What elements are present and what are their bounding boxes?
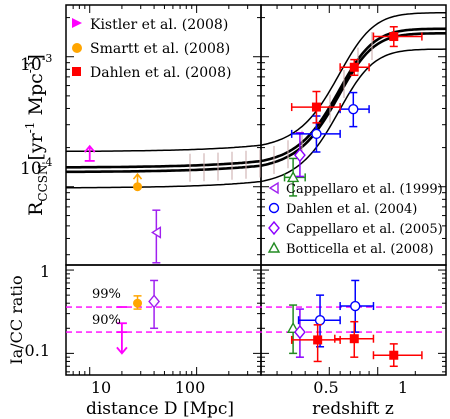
y-tick-ratio-1: 1 bbox=[40, 262, 50, 281]
legend-dahlen08-marker bbox=[72, 67, 81, 76]
axis-ticks bbox=[65, 5, 447, 375]
model-band bbox=[65, 12, 447, 189]
point-cappellaro-et-al-2005--0-shape bbox=[294, 148, 306, 163]
point-dahlen-et-al-2008--0 bbox=[313, 335, 323, 345]
legend-smartt-marker bbox=[72, 43, 82, 53]
model-curve-lower bbox=[66, 48, 446, 189]
point-smartt-et-al-2008--0 bbox=[133, 182, 143, 192]
point-dahlen-et-al-2008--1 bbox=[349, 62, 359, 72]
point-cappellaro-et-al-2005--0 bbox=[294, 148, 306, 163]
y-axis-title-ratio: Ia/CC ratio bbox=[7, 275, 26, 364]
annotation-90-percent: 90% bbox=[92, 313, 121, 328]
y-title-unit-close: ] bbox=[25, 54, 47, 61]
point-dahlen-et-al-2008--2-shape bbox=[389, 350, 399, 360]
point-dahlen-et-al-2008--0-shape bbox=[313, 335, 323, 345]
point-dahlen-et-al-2008--2 bbox=[389, 32, 399, 42]
point-kistler-et-al-2008--0-arrow-head bbox=[116, 346, 128, 355]
data-marks bbox=[84, 26, 423, 368]
x-axis-title-left: distance D [Mpc] bbox=[86, 399, 234, 419]
panel-frames bbox=[65, 4, 447, 376]
y-title-unit-yr: [yr bbox=[25, 132, 47, 160]
point-dahlen-et-al-2008--1 bbox=[349, 334, 359, 344]
point-dahlen-et-al-2004--0 bbox=[314, 315, 326, 326]
point-dahlen-et-al-2008--0 bbox=[311, 102, 321, 112]
point-cappellaro-et-al-1999--0-shape bbox=[148, 294, 160, 309]
legend-kistler-marker bbox=[72, 18, 82, 28]
legend-bottom-right: Cappellaro et al. (1999) Dahlen et al. (… bbox=[267, 181, 443, 257]
legend-dahlen04-label: Dahlen et al. (2004) bbox=[286, 202, 417, 217]
y-axis-title-rate: RCCSN [yr-1 Mpc-3] bbox=[23, 54, 50, 216]
y-title-unit-mpc-exp: -3 bbox=[23, 62, 37, 74]
point-smartt-et-al-2008--0 bbox=[133, 298, 143, 308]
point-cappellaro-et-al-2005--0-shape bbox=[294, 325, 306, 340]
point-dahlen-et-al-2004--1 bbox=[350, 300, 361, 312]
legend-cappellaro05-label: Cappellaro et al. (2005) bbox=[286, 222, 443, 237]
model-curve-central-lower bbox=[66, 31, 446, 174]
y-tick-1e-4: 10-4 bbox=[20, 156, 52, 179]
legend-smartt-label: Smartt et al. (2008) bbox=[90, 41, 230, 57]
point-dahlen-et-al-2004--0 bbox=[311, 128, 322, 140]
x-axis-title-right: redshift z bbox=[312, 399, 394, 419]
x-tick-1: 1 bbox=[398, 378, 408, 397]
y-title-rate-main: R bbox=[25, 201, 47, 216]
point-kistler-et-al-2008--0-arrow-head bbox=[84, 144, 96, 153]
legend-kistler-label: Kistler et al. (2008) bbox=[90, 17, 228, 33]
point-botticella-et-al-2008--0-shape bbox=[286, 170, 300, 183]
point-smartt-et-al-2008--0-shape bbox=[133, 182, 143, 192]
legend-cappellaro99-marker bbox=[268, 181, 279, 195]
point-dahlen-et-al-2008--2 bbox=[389, 350, 399, 360]
point-cappellaro-et-al-1999--0 bbox=[151, 226, 162, 239]
point-cappellaro-et-al-2005--0 bbox=[294, 325, 306, 340]
point-dahlen-et-al-2008--1-shape bbox=[349, 334, 359, 344]
y-title-rate-sub: CCSN bbox=[36, 164, 50, 201]
y-title-unit-mpc: Mpc bbox=[25, 73, 47, 121]
legend-cappellaro99-label: Cappellaro et al. (1999) bbox=[286, 182, 443, 197]
point-smartt-et-al-2008--0-shape bbox=[133, 298, 143, 308]
y-tick-1e-3: 10-3 bbox=[20, 52, 52, 75]
point-dahlen-et-al-2008--1-shape bbox=[349, 62, 359, 72]
svg-text:RCCSN[yr-1 Mpc-3]: RCCSN [yr-1 Mpc-3] bbox=[23, 54, 50, 216]
y-title-unit-yr-exp: -1 bbox=[23, 122, 37, 134]
legend-dahlen04-marker bbox=[268, 202, 280, 214]
point-cappellaro-et-al-1999--0 bbox=[148, 294, 160, 309]
legend-top-left: Kistler et al. (2008) Smartt et al. (200… bbox=[72, 17, 231, 81]
point-dahlen-et-al-2008--0-shape bbox=[311, 102, 321, 112]
point-cappellaro-et-al-1999--0-shape bbox=[151, 226, 162, 239]
annotation-99-percent: 99% bbox=[92, 287, 121, 302]
point-dahlen-et-al-2004--1 bbox=[348, 103, 359, 115]
legend-dahlen08-label: Dahlen et al. (2008) bbox=[90, 65, 231, 81]
ratio-reference-lines bbox=[66, 306, 446, 333]
point-dahlen-et-al-2008--2-shape bbox=[389, 32, 399, 42]
x-tick-10: 10 bbox=[91, 378, 111, 397]
panel-bottom-right-frame bbox=[260, 264, 447, 376]
point-botticella-et-al-2008--0 bbox=[286, 170, 300, 183]
point-botticella-et-al-2008--0 bbox=[286, 321, 300, 333]
legend-cappellaro05-marker bbox=[268, 220, 280, 236]
y-tick-ratio-0.1: 0.1 bbox=[25, 341, 50, 360]
legend-botticella-marker bbox=[267, 241, 281, 253]
point-dahlen-et-al-2004--0-shape bbox=[311, 128, 322, 140]
point-dahlen-et-al-2004--0-shape bbox=[314, 315, 326, 326]
point-botticella-et-al-2008--0-shape bbox=[286, 321, 300, 333]
point-dahlen-et-al-2004--1-shape bbox=[350, 300, 361, 312]
legend-botticella-label: Botticella et al. (2008) bbox=[286, 242, 434, 257]
x-tick-100: 100 bbox=[175, 378, 206, 397]
x-tick-0.5: 0.5 bbox=[313, 378, 338, 397]
model-curve-upper bbox=[65, 12, 446, 153]
point-smartt-et-al-2008--0-arrow-head bbox=[132, 172, 143, 180]
point-dahlen-et-al-2004--1-shape bbox=[348, 103, 359, 115]
